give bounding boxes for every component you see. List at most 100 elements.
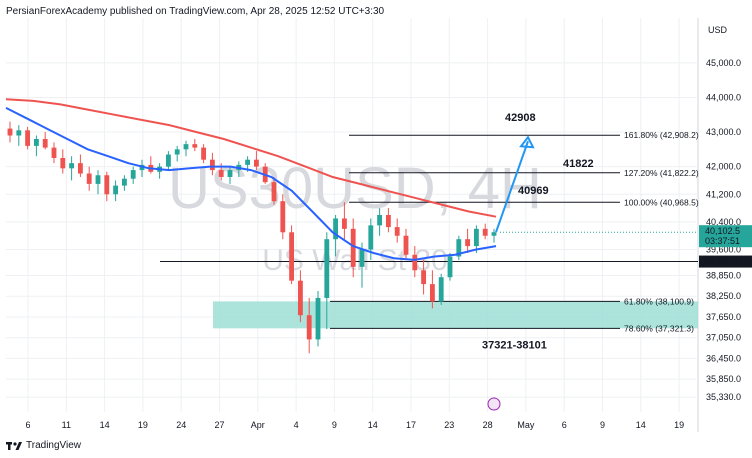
- candle-body: [491, 232, 497, 236]
- candle-body: [368, 225, 374, 250]
- candle-body: [209, 159, 215, 171]
- price-axis-unit: USD: [708, 25, 728, 35]
- fast-moving-average: [5, 107, 497, 261]
- candle-body: [104, 175, 110, 195]
- x-tick-label: 6: [562, 420, 567, 430]
- candle-body: [174, 149, 180, 155]
- candle-body: [60, 157, 66, 169]
- candle-body: [227, 170, 233, 177]
- candle-body: [447, 256, 453, 278]
- footer: TradingView: [6, 440, 81, 451]
- candle-body: [412, 254, 418, 271]
- annotation-target-3: 40969: [518, 185, 549, 197]
- support-price-label: 39,252.8: [705, 257, 740, 267]
- fib-level-label: 78.60% (37,321.3): [624, 323, 694, 333]
- x-tick-label: 4: [294, 420, 299, 430]
- candle-body: [192, 144, 198, 148]
- y-tick-label: 36,450.0: [706, 353, 741, 363]
- candle-body: [42, 138, 48, 148]
- candle-body: [473, 228, 479, 247]
- x-tick-label: 9: [600, 420, 605, 430]
- x-tick-label: Apr: [251, 420, 265, 430]
- candle-body: [16, 130, 22, 136]
- candle-body: [7, 128, 13, 136]
- candle-body: [377, 215, 383, 226]
- x-tick-label: 23: [444, 420, 454, 430]
- candle-body: [95, 175, 101, 184]
- support-price-tag: [699, 255, 752, 268]
- candle-body: [333, 218, 339, 240]
- tradingview-logo-icon: [6, 441, 22, 450]
- candle-body: [183, 144, 189, 150]
- candle-body: [280, 201, 286, 233]
- candle-body: [394, 227, 400, 236]
- x-tick-label: 27: [214, 420, 224, 430]
- candle-body: [341, 218, 347, 229]
- y-tick-label: 37,650.0: [706, 312, 741, 322]
- candle-body: [130, 170, 136, 179]
- candle-body: [245, 159, 251, 165]
- y-tick-label: 43,000.0: [706, 127, 741, 137]
- fib-level-label: 61.80% (38,100.9): [624, 296, 694, 306]
- candle-body: [482, 228, 488, 236]
- candle-body: [77, 163, 83, 174]
- x-tick-label: 28: [483, 420, 493, 430]
- x-tick-label: 14: [368, 420, 378, 430]
- footer-brand: TradingView: [26, 440, 82, 451]
- y-tick-label: 38,850.0: [706, 270, 741, 280]
- y-tick-label: 40,400.0: [706, 217, 741, 227]
- annotation-zone-range: 37321-38101: [482, 339, 547, 351]
- annotation-target-1: 42908: [505, 112, 536, 124]
- candle-body: [350, 228, 356, 267]
- x-tick-label: 19: [674, 420, 684, 430]
- y-tick-label: 35,850.0: [706, 374, 741, 384]
- x-tick-label: 24: [176, 420, 186, 430]
- candle-body: [201, 147, 207, 160]
- candle-body: [456, 239, 462, 257]
- candle-body: [51, 147, 57, 158]
- candle-body: [33, 138, 39, 146]
- projection-arrow-line: [495, 140, 529, 233]
- chart-header: PersianForexAcademy published on Trading…: [6, 6, 385, 17]
- y-tick-label: 42,000.0: [706, 162, 741, 172]
- candle-body: [465, 239, 471, 247]
- candle-body: [403, 235, 409, 255]
- y-tick-label: 37,050.0: [706, 333, 741, 343]
- projection-arrow-head: [519, 135, 535, 149]
- x-tick-label: May: [517, 420, 535, 430]
- x-tick-label: 9: [332, 420, 337, 430]
- candle-body: [271, 182, 277, 202]
- current-price-label: 40,102.5: [705, 226, 740, 236]
- countdown-label: 03:37:51: [705, 236, 740, 246]
- y-tick-label: 45,000.0: [706, 58, 741, 68]
- fib-level-label: 100.00% (40,968.5): [624, 197, 699, 207]
- y-tick-label: 39,600.0: [706, 245, 741, 255]
- x-tick-label: 17: [406, 420, 416, 430]
- candle-body: [324, 239, 330, 298]
- candle-body: [25, 130, 31, 146]
- x-tick-label: 11: [62, 420, 71, 430]
- candle-body: [218, 170, 224, 177]
- candle-body: [438, 277, 444, 302]
- x-tick-label: 6: [25, 420, 30, 430]
- slow-moving-average: [5, 98, 497, 218]
- candle-body: [289, 232, 295, 281]
- candle-body: [359, 249, 365, 267]
- x-tick-label: 19: [138, 420, 148, 430]
- idea-emoji-icon: [487, 397, 501, 411]
- y-tick-label: 41,200.0: [706, 189, 741, 199]
- x-tick-label: 14: [636, 420, 646, 430]
- x-tick-label: 14: [100, 420, 110, 430]
- candle-body: [297, 280, 303, 316]
- candle-body: [165, 154, 171, 167]
- candle-body: [253, 159, 259, 167]
- candle-body: [315, 297, 321, 340]
- candle-body: [429, 284, 435, 302]
- current-price-tag: [699, 225, 752, 248]
- y-tick-label: 35,330.0: [706, 392, 741, 402]
- candle-body: [385, 215, 391, 228]
- y-tick-label: 44,000.0: [706, 92, 741, 102]
- annotation-target-2: 41822: [563, 158, 594, 170]
